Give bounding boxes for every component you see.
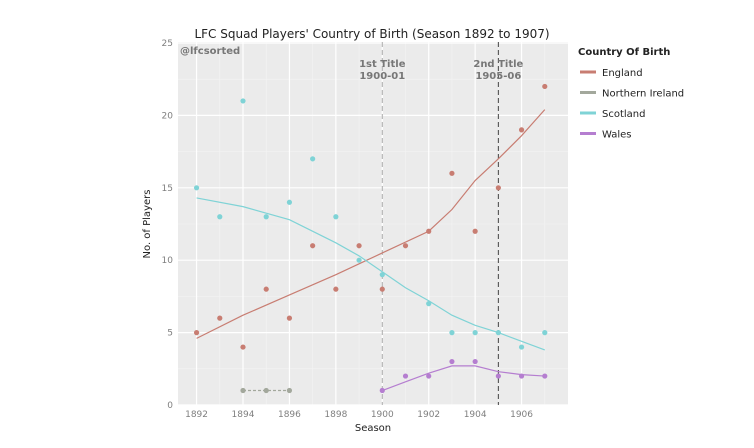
x-tick-label: 1892 <box>185 410 208 420</box>
england-point <box>472 228 478 234</box>
scotland-point <box>426 301 432 307</box>
y-tick-label: 5 <box>167 329 173 339</box>
england-point <box>310 243 316 249</box>
wales-point <box>542 373 548 379</box>
annotation-line1: 1st Title <box>359 59 406 70</box>
scotland-point <box>495 330 501 336</box>
northern-ireland-point <box>263 387 269 394</box>
y-tick-label: 25 <box>162 39 173 49</box>
scotland-point <box>193 185 200 191</box>
wales-point <box>449 358 455 365</box>
scotland-point <box>356 257 362 263</box>
england-point <box>356 243 362 249</box>
wales-point <box>379 387 385 394</box>
scotland-point <box>379 272 385 278</box>
wales-point <box>402 373 409 379</box>
england-point <box>240 344 246 350</box>
x-tick-label: 1898 <box>324 410 347 420</box>
england-point <box>379 286 385 292</box>
legend-label-northern-ireland: Northern Ireland <box>602 89 684 100</box>
scotland-point <box>518 344 525 350</box>
legend-title: Country Of Birth <box>578 47 670 58</box>
scotland-point <box>542 330 548 336</box>
wales-trend-line <box>382 365 545 392</box>
scotland-point <box>240 98 246 104</box>
scotland-point <box>449 330 455 336</box>
england-point <box>402 243 409 249</box>
england-point <box>426 228 432 234</box>
england-point <box>542 83 548 90</box>
england-point <box>495 185 501 191</box>
wales-point <box>472 358 478 365</box>
y-tick-label: 0 <box>167 401 173 411</box>
scotland-point <box>286 199 293 205</box>
watermark: @lfcsorted <box>180 46 240 57</box>
england-point <box>449 170 455 176</box>
x-tick-label: 1902 <box>417 410 440 420</box>
northern-ireland-point <box>240 387 246 394</box>
legend-label-scotland: Scotland <box>602 109 645 120</box>
scotland-point <box>472 330 478 336</box>
x-axis-label: Season <box>355 423 391 434</box>
x-tick-label: 1904 <box>464 410 487 420</box>
scotland-point <box>333 214 339 220</box>
x-tick-label: 1906 <box>510 410 533 420</box>
y-axis-label: No. of Players <box>142 190 153 259</box>
y-tick-label: 15 <box>162 184 173 194</box>
x-tick-label: 1900 <box>371 410 394 420</box>
england-point <box>286 315 293 321</box>
wales-point <box>426 373 432 379</box>
scotland-point <box>217 214 223 220</box>
scotland-point <box>263 214 269 220</box>
plot-background <box>178 42 568 405</box>
chart-title: LFC Squad Players' Country of Birth (Sea… <box>194 27 549 41</box>
legend-label-england: England <box>602 68 643 79</box>
wales-point <box>518 373 525 379</box>
annotation-line2: 1905-06 <box>475 71 521 82</box>
x-tick-label: 1896 <box>278 410 301 420</box>
x-tick-label: 1894 <box>232 410 255 420</box>
england-point <box>263 286 269 292</box>
england-point <box>193 330 200 336</box>
scotland-point <box>310 156 316 162</box>
england-point <box>518 127 525 133</box>
y-tick-label: 20 <box>162 111 174 121</box>
annotation-line1: 2nd Title <box>473 59 523 70</box>
england-point <box>217 315 223 321</box>
wales-point <box>495 373 501 379</box>
england-point <box>333 286 339 292</box>
y-tick-label: 10 <box>162 256 174 266</box>
northern-ireland-point <box>286 387 293 394</box>
legend-label-wales: Wales <box>602 130 632 141</box>
annotation-line2: 1900-01 <box>359 71 405 82</box>
